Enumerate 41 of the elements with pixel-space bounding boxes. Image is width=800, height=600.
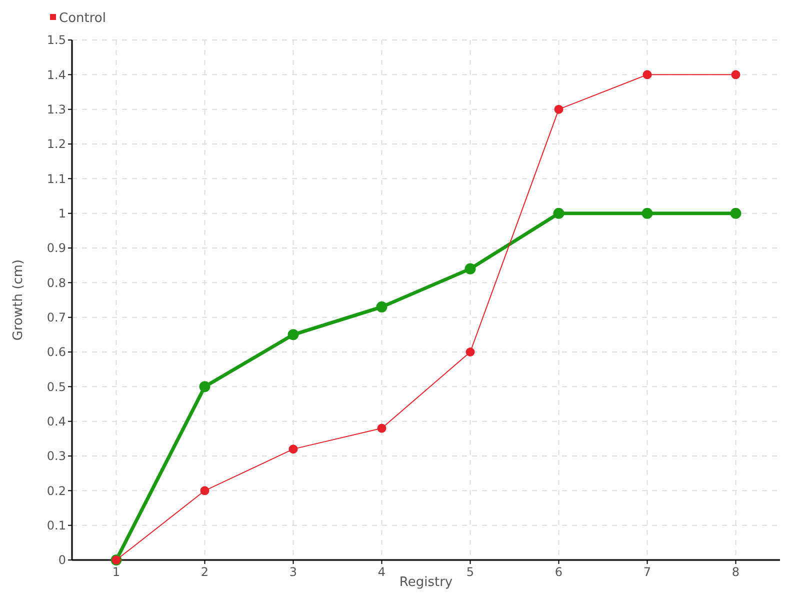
y-tick-label: 0 <box>58 553 66 568</box>
y-tick-label: 0.2 <box>46 484 66 498</box>
point <box>731 70 740 80</box>
legend-label: Control <box>59 11 106 26</box>
x-tick-label: 2 <box>200 565 209 579</box>
x-tick-label: 3 <box>289 565 298 579</box>
y-tick-label: 1.2 <box>46 137 66 152</box>
y-tick-label: 1.5 <box>46 33 66 48</box>
point <box>288 444 298 454</box>
x-tick-label: 6 <box>554 565 563 579</box>
y-tick-label: 0.3 <box>46 449 66 464</box>
x-tick-label: 4 <box>378 565 386 579</box>
point <box>642 70 652 80</box>
y-tick-label: 0.7 <box>46 310 66 325</box>
point <box>730 208 742 219</box>
x-tick-label: 5 <box>466 565 474 579</box>
point <box>553 208 564 219</box>
y-tick-label: 1.3 <box>46 102 66 117</box>
point <box>554 104 564 114</box>
point <box>466 348 475 356</box>
y-tick-label: 0.9 <box>46 241 66 256</box>
point <box>642 208 653 219</box>
point <box>200 486 210 496</box>
point <box>199 381 210 392</box>
x-tick-label: 8 <box>732 565 740 579</box>
point <box>376 301 388 312</box>
y-tick-label: 0.5 <box>46 380 66 394</box>
point <box>464 263 476 274</box>
y-tick-label: 0.8 <box>46 276 66 290</box>
y-axis-title: Growth (cm) <box>11 259 26 341</box>
y-tick-label: 1 <box>58 206 66 221</box>
point <box>288 329 299 340</box>
x-axis-title: Registry <box>399 575 453 590</box>
x-tick-label: 7 <box>643 565 652 579</box>
point <box>377 424 386 433</box>
y-tick-label: 1.1 <box>46 172 66 186</box>
y-tick-label: 0.6 <box>46 345 66 360</box>
y-tick-label: 0.1 <box>46 518 66 533</box>
x-tick-label: 1 <box>112 565 120 579</box>
y-tick-label: 1.4 <box>46 68 66 82</box>
y-tick-label: 0.4 <box>46 414 66 429</box>
